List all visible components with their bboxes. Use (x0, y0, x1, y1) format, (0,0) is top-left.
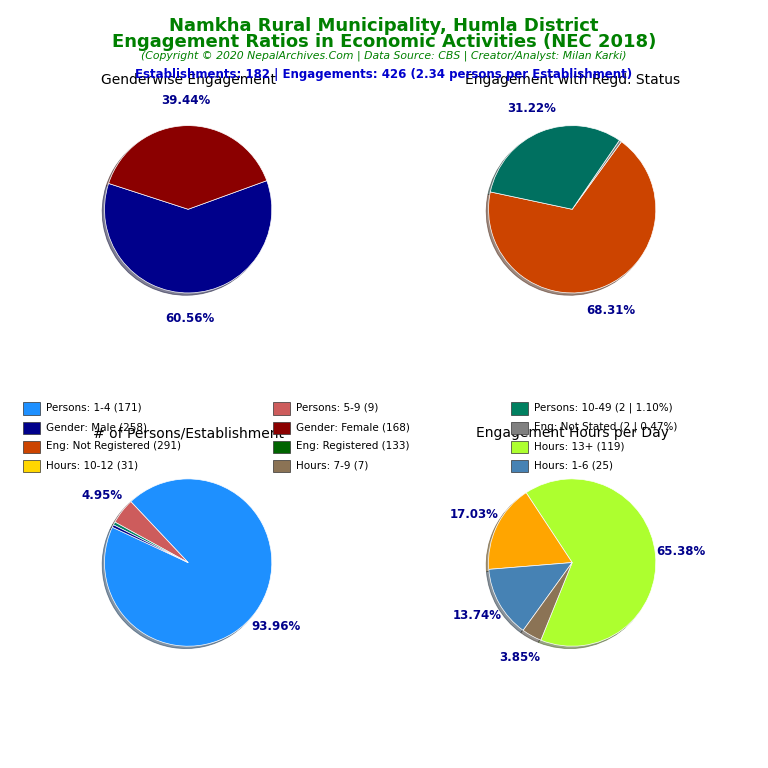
Text: Persons: 5-9 (9): Persons: 5-9 (9) (296, 402, 378, 413)
Text: 68.31%: 68.31% (587, 304, 636, 317)
Text: 31.22%: 31.22% (508, 102, 556, 114)
Text: 4.95%: 4.95% (81, 489, 123, 502)
Wedge shape (490, 126, 620, 210)
Text: Namkha Rural Municipality, Humla District: Namkha Rural Municipality, Humla Distric… (169, 17, 599, 35)
Wedge shape (572, 141, 621, 210)
Text: Hours: 10-12 (31): Hours: 10-12 (31) (46, 460, 138, 471)
Title: # of Persons/Establishment: # of Persons/Establishment (93, 426, 283, 440)
Text: Eng: Registered (133): Eng: Registered (133) (296, 441, 409, 452)
Text: 60.56%: 60.56% (165, 312, 215, 325)
Text: Gender: Female (168): Gender: Female (168) (296, 422, 409, 432)
Text: Eng: Not Registered (291): Eng: Not Registered (291) (46, 441, 181, 452)
Wedge shape (115, 502, 188, 562)
Text: Establishments: 182 | Engagements: 426 (2.34 persons per Establishment): Establishments: 182 | Engagements: 426 (… (135, 68, 633, 81)
Title: Engagement with Regd. Status: Engagement with Regd. Status (465, 73, 680, 87)
Wedge shape (488, 141, 656, 293)
Wedge shape (523, 562, 572, 640)
Text: Hours: 7-9 (7): Hours: 7-9 (7) (296, 460, 368, 471)
Wedge shape (104, 180, 272, 293)
Text: Hours: 1-6 (25): Hours: 1-6 (25) (534, 460, 613, 471)
Title: Engagement Hours per Day: Engagement Hours per Day (475, 426, 669, 440)
Title: Genderwise Engagement: Genderwise Engagement (101, 73, 276, 87)
Wedge shape (488, 562, 572, 631)
Text: 93.96%: 93.96% (252, 620, 301, 633)
Wedge shape (104, 479, 272, 646)
Text: Hours: 13+ (119): Hours: 13+ (119) (534, 441, 624, 452)
Text: 13.74%: 13.74% (453, 610, 502, 622)
Text: Persons: 10-49 (2 | 1.10%): Persons: 10-49 (2 | 1.10%) (534, 402, 673, 413)
Wedge shape (108, 126, 266, 210)
Text: 17.03%: 17.03% (450, 508, 499, 521)
Text: (Copyright © 2020 NepalArchives.Com | Data Source: CBS | Creator/Analyst: Milan : (Copyright © 2020 NepalArchives.Com | Da… (141, 51, 627, 61)
Text: Persons: 1-4 (171): Persons: 1-4 (171) (46, 402, 142, 413)
Wedge shape (488, 493, 572, 569)
Text: 39.44%: 39.44% (161, 94, 211, 107)
Text: Gender: Male (258): Gender: Male (258) (46, 422, 147, 432)
Text: 3.85%: 3.85% (499, 651, 540, 664)
Text: Engagement Ratios in Economic Activities (NEC 2018): Engagement Ratios in Economic Activities… (112, 33, 656, 51)
Wedge shape (526, 479, 656, 646)
Text: Eng: Not Stated (2 | 0.47%): Eng: Not Stated (2 | 0.47%) (534, 422, 677, 432)
Text: 65.38%: 65.38% (656, 545, 705, 558)
Wedge shape (114, 522, 188, 562)
Wedge shape (112, 525, 188, 562)
